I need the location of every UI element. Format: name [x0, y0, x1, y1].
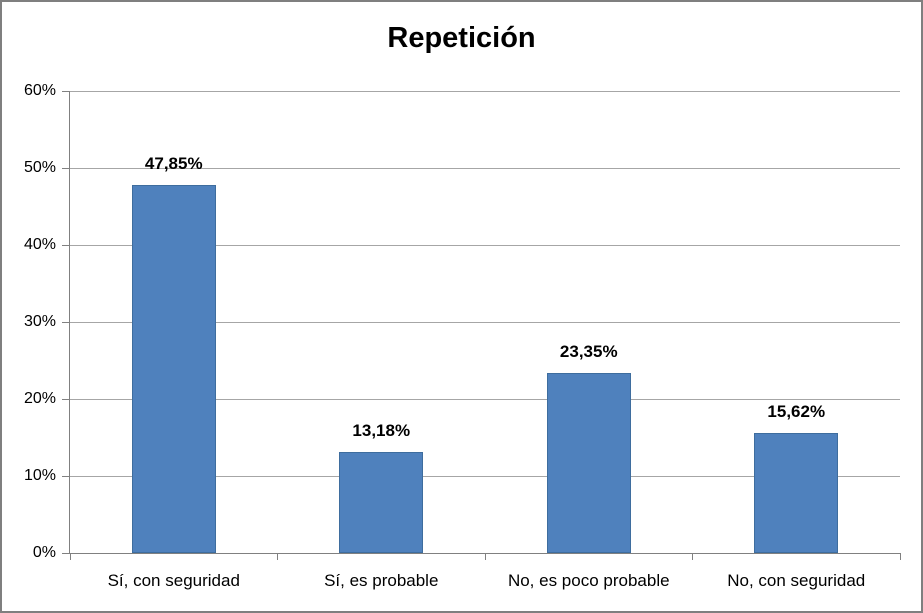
y-axis-tick-label: 50%	[23, 159, 56, 176]
gridline	[70, 244, 900, 246]
chart-title: Repetición	[387, 22, 536, 54]
x-axis-category-label: Sí, es probable	[324, 571, 439, 590]
y-axis-line	[69, 91, 70, 554]
y-axis-tick-label: 20%	[23, 390, 56, 407]
y-axis-tick	[62, 398, 70, 400]
y-axis-tick	[62, 552, 70, 554]
y-axis-tick-label: 40%	[23, 236, 56, 253]
y-axis-tick	[62, 321, 70, 323]
bar-value-label: 13,18%	[352, 421, 411, 440]
bar	[754, 433, 839, 553]
gridline	[70, 167, 900, 169]
x-axis-tick	[692, 554, 693, 560]
x-axis-tick	[899, 554, 901, 560]
gridline	[70, 90, 900, 92]
y-axis-tick-label: 10%	[23, 467, 56, 484]
bar-value-label: 23,35%	[559, 342, 618, 361]
y-axis-tick	[62, 475, 70, 477]
y-axis-tick	[62, 167, 70, 169]
y-axis-tick-label: 0%	[32, 544, 56, 561]
x-axis-line	[69, 553, 901, 554]
y-axis-tick	[62, 244, 70, 246]
x-axis-tick	[277, 554, 278, 560]
y-axis-tick	[62, 90, 70, 92]
gridline	[70, 321, 900, 323]
x-axis-category-label: No, es poco probable	[507, 571, 670, 590]
y-axis-tick-label: 60%	[23, 82, 56, 99]
bar-value-label: 47,85%	[144, 154, 203, 173]
x-axis-category-label: Sí, con seguridad	[107, 571, 240, 590]
x-axis-tick	[484, 554, 486, 560]
y-axis-tick-label: 30%	[23, 313, 56, 330]
bar	[131, 185, 216, 553]
bar	[339, 452, 424, 553]
gridline	[70, 398, 900, 400]
x-axis-tick	[69, 554, 71, 560]
gridline	[70, 475, 900, 477]
bar-value-label: 15,62%	[767, 402, 826, 421]
x-axis-category-label: No, con seguridad	[727, 571, 866, 590]
bar	[546, 373, 631, 553]
